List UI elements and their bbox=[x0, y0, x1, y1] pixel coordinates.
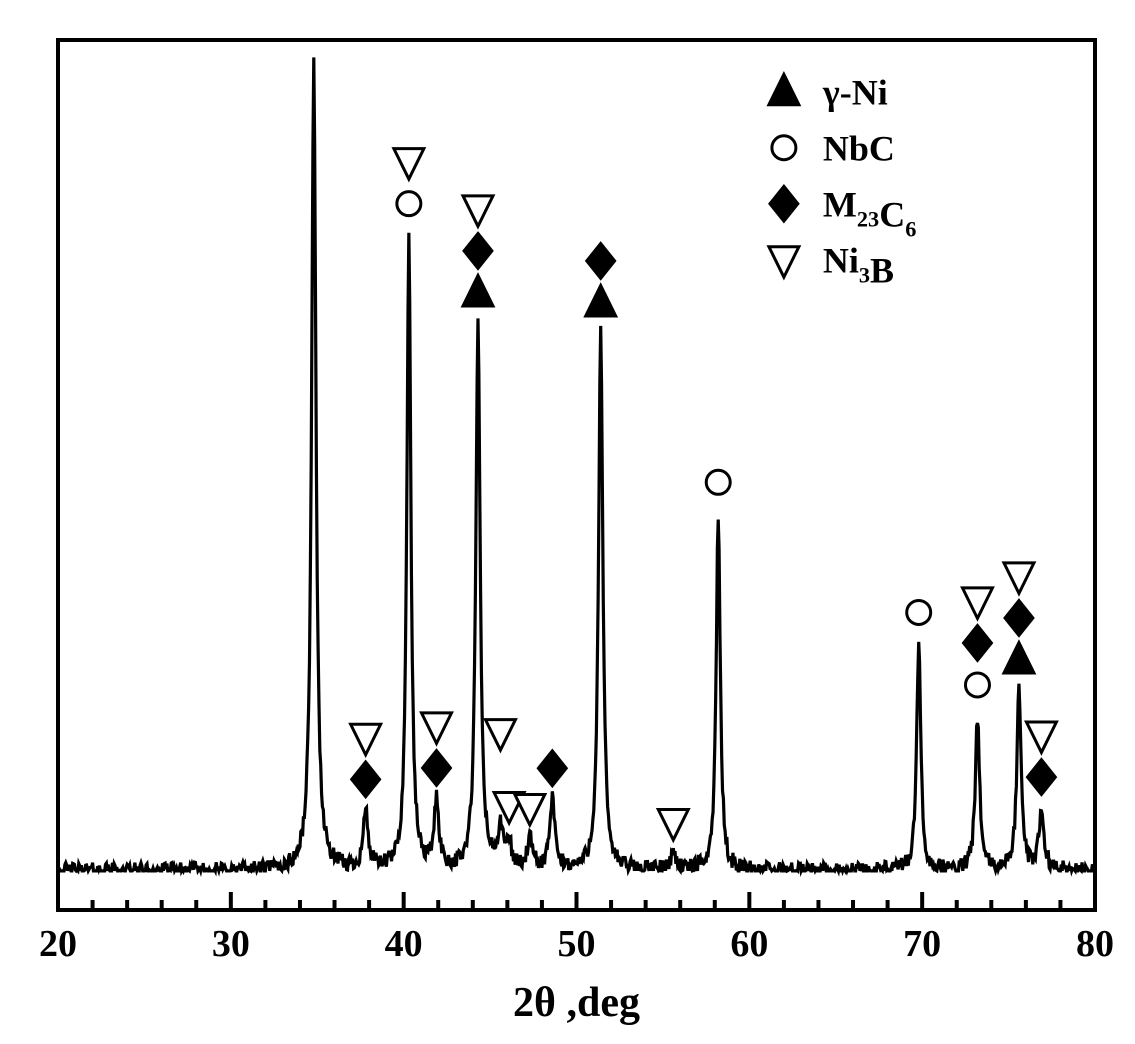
circle-icon bbox=[706, 470, 730, 494]
chart-svg: 203040506070802θ ,degγ-NiNbCM23C6Ni3B bbox=[0, 0, 1135, 1044]
svg-text:20: 20 bbox=[39, 923, 77, 965]
circle-icon bbox=[965, 673, 989, 697]
svg-text:30: 30 bbox=[212, 923, 250, 965]
svg-text:50: 50 bbox=[558, 923, 596, 965]
circle-icon bbox=[772, 136, 796, 160]
diamond-icon bbox=[300, 0, 328, 3]
circle-icon bbox=[302, 15, 326, 39]
svg-text:80: 80 bbox=[1076, 923, 1114, 965]
x-axis-label-svg: 2θ ,deg bbox=[513, 980, 640, 1026]
circle-icon bbox=[397, 192, 421, 216]
circle-icon bbox=[907, 600, 931, 624]
svg-text:60: 60 bbox=[730, 923, 768, 965]
xrd-chart: 203040506070802θ ,degγ-NiNbCM23C6Ni3B bbox=[0, 0, 1135, 1044]
legend-label: NbC bbox=[823, 128, 895, 168]
legend-label: γ-Ni bbox=[822, 72, 888, 112]
svg-text:40: 40 bbox=[385, 923, 423, 965]
svg-text:70: 70 bbox=[903, 923, 941, 965]
